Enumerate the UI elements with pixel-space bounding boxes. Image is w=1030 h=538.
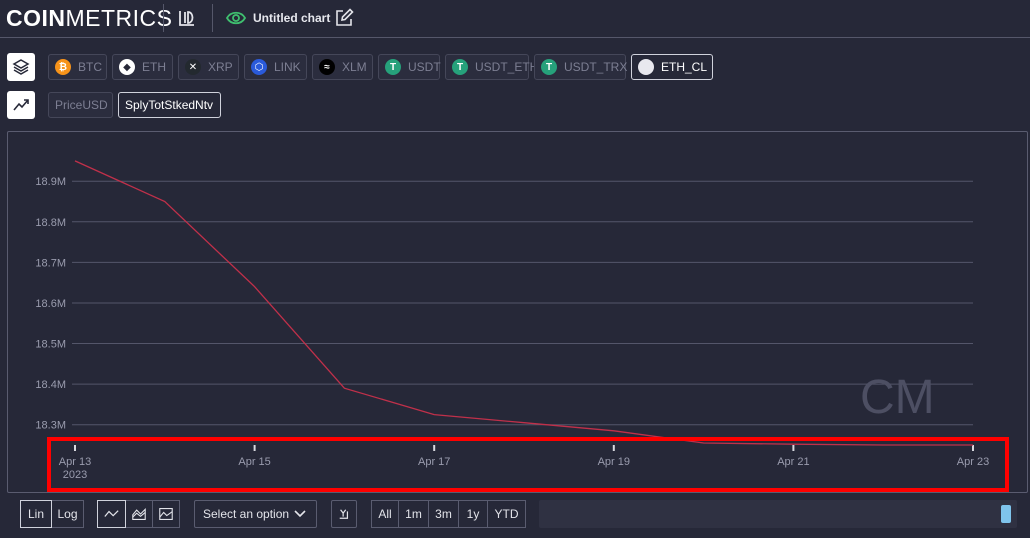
y-tick-label: 18.5M <box>35 339 66 351</box>
area-stack-icon <box>132 508 146 520</box>
y-tick-label: 18.4M <box>35 379 66 391</box>
asset-chip-xlm[interactable]: ≈ XLM <box>312 54 373 80</box>
asset-chip-label: ETH <box>142 60 166 74</box>
xrp-coin-icon: ✕ <box>185 59 201 75</box>
area-stack-type-button[interactable] <box>126 500 153 528</box>
chart-type-toggle <box>97 500 180 528</box>
area-type-button[interactable] <box>153 500 180 528</box>
chart-panel <box>7 131 1028 493</box>
usdt-coin-icon: T <box>385 59 401 75</box>
layers-button[interactable] <box>7 53 35 81</box>
select-placeholder: Select an option <box>203 507 290 521</box>
asset-chip-label: LINK <box>274 60 301 74</box>
scale-toggle: Lin Log <box>20 500 84 528</box>
y-tick-label: 18.8M <box>35 217 66 229</box>
trend-button[interactable] <box>7 91 35 119</box>
area-chart-icon <box>159 508 173 520</box>
asset-chip-label: XRP <box>208 60 233 74</box>
asset-chip-usdt-trx[interactable]: T USDT_TRX <box>534 54 628 80</box>
eye-icon[interactable] <box>226 7 246 29</box>
eth-coin-icon: ◆ <box>119 59 135 75</box>
asset-chip-eth[interactable]: ◆ ETH <box>112 54 173 80</box>
y-axis-button[interactable] <box>331 500 357 528</box>
line-chart-icon <box>104 510 119 517</box>
y-tick-label: 18.6M <box>35 298 66 310</box>
asset-chip-eth-cl[interactable]: ETH_CL <box>631 54 713 80</box>
range-3m-button[interactable]: 3m <box>429 500 459 528</box>
header-divider <box>212 4 213 32</box>
range-ytd-button[interactable]: YTD <box>488 500 526 528</box>
line-type-button[interactable] <box>97 500 126 528</box>
y-tick-label: 18.7M <box>35 257 66 269</box>
app-header: COINMETRICS Untitled chart <box>0 0 1030 38</box>
range-all-button[interactable]: All <box>371 500 399 528</box>
x-tick-label: Apr 17 <box>418 456 450 468</box>
x-tick-label: Apr 19 <box>598 456 630 468</box>
y-tick-label: 18.3M <box>35 420 66 432</box>
edit-icon[interactable] <box>333 7 355 29</box>
asset-chip-xrp[interactable]: ✕ XRP <box>178 54 239 80</box>
asset-chip-btc[interactable]: ₿ BTC <box>48 54 107 80</box>
coinmetrics-logo[interactable]: COINMETRICS <box>6 5 173 31</box>
y-axis-icon <box>339 509 349 519</box>
cm-watermark: CM <box>860 371 935 424</box>
range-buttons: All 1m 3m 1y YTD <box>371 500 526 528</box>
range-1y-button[interactable]: 1y <box>459 500 488 528</box>
chart-title[interactable]: Untitled chart <box>253 11 331 25</box>
range-1m-button[interactable]: 1m <box>399 500 429 528</box>
xlm-coin-icon: ≈ <box>319 59 335 75</box>
asset-chip-label: USDT <box>408 60 441 74</box>
docs-icon[interactable] <box>176 7 198 29</box>
log-scale-button[interactable]: Log <box>52 500 84 528</box>
asset-chip-usdt-eth[interactable]: T USDT_ETH <box>445 54 538 80</box>
usdt-trx-coin-icon: T <box>541 59 557 75</box>
chevron-down-icon <box>294 510 306 518</box>
asset-chip-label: USDT_ETH <box>475 60 539 74</box>
asset-chip-usdt[interactable]: T USDT <box>378 54 441 80</box>
asset-chip-label: BTC <box>78 60 102 74</box>
x-tick-label: Apr 23 <box>957 456 989 468</box>
asset-chip-label: USDT_TRX <box>564 60 628 74</box>
link-coin-icon: ⬡ <box>251 59 267 75</box>
asset-chip-link[interactable]: ⬡ LINK <box>244 54 307 80</box>
x-tick-label: Apr 21 <box>777 456 809 468</box>
asset-chip-label: ETH_CL <box>661 60 708 74</box>
range-navigator[interactable] <box>539 500 1017 528</box>
lin-scale-button[interactable]: Lin <box>20 500 52 528</box>
x-year-label: 2023 <box>63 469 87 481</box>
usdt-eth-coin-icon: T <box>452 59 468 75</box>
btc-coin-icon: ₿ <box>55 59 71 75</box>
trend-icon <box>13 99 29 111</box>
x-tick-label: Apr 15 <box>238 456 270 468</box>
layers-icon <box>12 59 30 75</box>
y-tick-label: 18.9M <box>35 176 66 188</box>
metric-chip-priceusd[interactable]: PriceUSD <box>48 92 113 118</box>
header-divider <box>163 4 164 32</box>
x-tick-label: Apr 13 <box>59 456 91 468</box>
asset-chip-label: XLM <box>342 60 367 74</box>
eth-cl-coin-icon <box>638 59 654 75</box>
option-select[interactable]: Select an option <box>194 500 317 528</box>
metric-chip-splytotstkedntv[interactable]: SplyTotStkedNtv <box>118 92 221 118</box>
y-axis-button-group <box>331 500 357 528</box>
navigator-handle[interactable] <box>1001 505 1011 523</box>
